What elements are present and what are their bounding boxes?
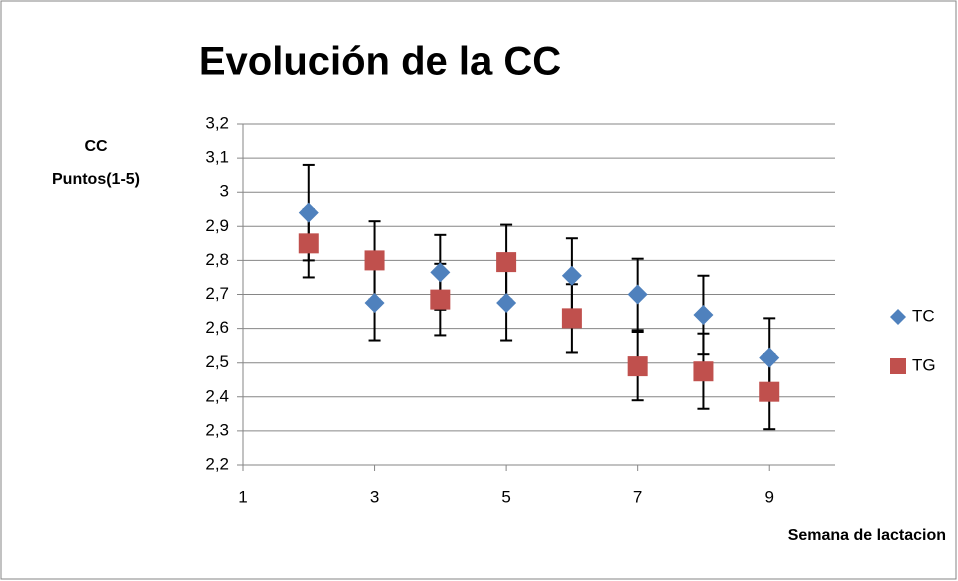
y-tick-label: 2,7 bbox=[205, 284, 229, 303]
y-tick-label: 2,2 bbox=[205, 454, 229, 473]
y-tick-label: 3,1 bbox=[205, 148, 229, 167]
y-tick-label: 3 bbox=[220, 182, 229, 201]
x-tick-label: 3 bbox=[370, 487, 379, 506]
y-tick-label: 2,9 bbox=[205, 216, 229, 235]
y-tick-label: 2,5 bbox=[205, 352, 229, 371]
y-tick-label: 3,2 bbox=[205, 113, 229, 132]
y-axis-label: Puntos(1-5) bbox=[52, 171, 140, 188]
point bbox=[364, 293, 385, 314]
point bbox=[496, 293, 517, 314]
point bbox=[298, 233, 319, 254]
point bbox=[627, 284, 648, 305]
point bbox=[496, 252, 517, 273]
legend-marker bbox=[890, 309, 906, 325]
x-tick-label: 7 bbox=[633, 487, 642, 506]
point bbox=[759, 381, 780, 402]
chart-title: Evolución de la CC bbox=[199, 40, 561, 84]
y-axis-label: CC bbox=[84, 138, 108, 155]
legend-label: TG bbox=[912, 355, 936, 374]
legend-label: TC bbox=[912, 306, 935, 325]
point bbox=[430, 262, 451, 283]
point bbox=[298, 202, 319, 223]
point bbox=[561, 265, 582, 286]
y-tick-label: 2,8 bbox=[205, 250, 229, 269]
legend-marker bbox=[890, 358, 906, 374]
x-tick-label: 5 bbox=[501, 487, 510, 506]
x-tick-label: 1 bbox=[238, 487, 247, 506]
point bbox=[693, 361, 714, 382]
point bbox=[430, 289, 451, 310]
y-tick-label: 2,3 bbox=[205, 420, 229, 439]
y-tick-label: 2,6 bbox=[205, 318, 229, 337]
point bbox=[693, 304, 714, 325]
point bbox=[561, 308, 582, 329]
x-tick-label: 9 bbox=[764, 487, 773, 506]
y-tick-label: 2,4 bbox=[205, 386, 229, 405]
point bbox=[627, 356, 648, 377]
point bbox=[759, 347, 780, 368]
x-axis-label: Semana de lactacion bbox=[788, 527, 946, 544]
point bbox=[364, 250, 385, 271]
